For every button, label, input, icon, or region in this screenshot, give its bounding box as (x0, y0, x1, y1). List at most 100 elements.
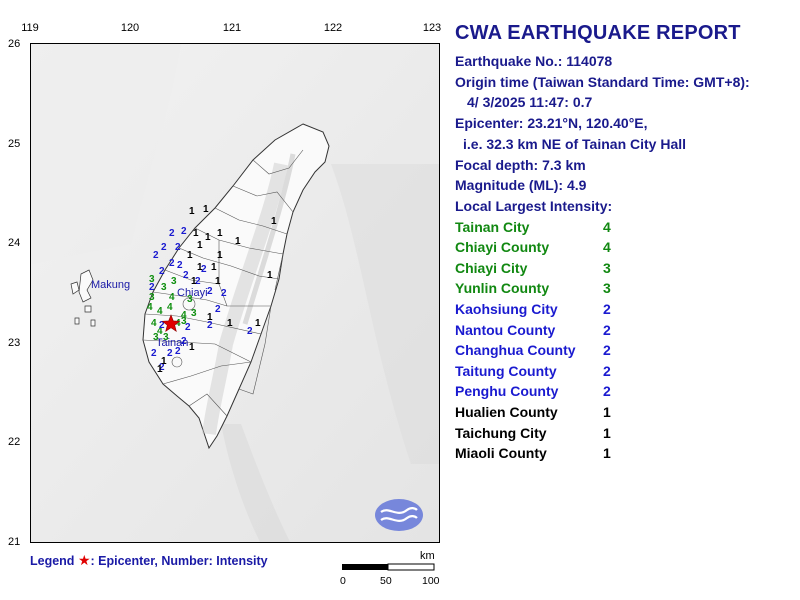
origin-time-label: Origin time (Taiwan Standard Time: GMT+8… (455, 73, 750, 90)
station-intensity: 1 (227, 318, 233, 329)
intensity-value: 2 (603, 301, 611, 317)
scale-segment-white (387, 563, 435, 571)
station-intensity: 2 (161, 242, 167, 253)
station-intensity: 3 (181, 316, 187, 327)
intensity-row: Taitung County 2 (455, 361, 795, 382)
station-intensity: 1 (217, 250, 223, 261)
intensity-row: Chiayi City 3 (455, 258, 795, 279)
epicenter-coords: Epicenter: 23.21°N, 120.40°E, (455, 115, 648, 132)
county-boundaries (142, 149, 304, 417)
station-intensity: 2 (221, 288, 227, 299)
legend-prefix: Legend (30, 554, 75, 568)
station-intensity: 1 (271, 216, 277, 227)
intensity-value: 3 (603, 280, 611, 297)
station-intensity: 2 (151, 348, 157, 359)
seafloor-shade (331, 164, 439, 464)
station-intensity: 1 (161, 356, 167, 367)
earthquake-number: Earthquake No.: 114078 (455, 53, 613, 69)
intensity-region-name: Taichung City (455, 424, 547, 441)
intensity-region-name: Chiayi City (455, 259, 528, 276)
legend-star-icon: ★ (77, 552, 91, 568)
epicenter-description: i.e. 32.3 km NE of Tainan City Hall (463, 135, 687, 152)
station-intensity: 1 (187, 250, 193, 261)
station-intensity: 2 (195, 276, 201, 287)
intensity-region-name: Chiayi County (455, 239, 550, 256)
intensity-list: Tainan City 4 Chiayi County 4 Chiayi City 3 Yu… (455, 217, 795, 464)
scale-segment-black (342, 564, 388, 570)
lat-tick: 21 (8, 536, 21, 548)
place-label-makung: Makung (91, 279, 130, 291)
station-intensity: 1 (255, 318, 261, 329)
station-intensity: 3 (153, 332, 159, 343)
intensity-value: 3 (603, 259, 611, 276)
scale-bar: km 0 50 100 (340, 550, 440, 587)
station-intensity: 1 (203, 204, 209, 215)
strait-shade (31, 44, 181, 264)
intensity-value: 1 (603, 445, 611, 462)
station-intensity: 1 (193, 228, 199, 239)
station-intensity: 4 (147, 302, 153, 313)
station-intensity: 3 (191, 308, 197, 319)
scale-label: 100 (422, 575, 440, 587)
scale-label: 0 (340, 575, 346, 587)
legend-text: : Epicenter, Number: Intensity (90, 554, 268, 568)
station-intensity: 1 (235, 236, 241, 247)
station-intensity: 2 (175, 346, 181, 357)
station-intensity: 2 (247, 326, 253, 337)
station-intensity: 1 (191, 276, 197, 287)
station-intensity: 2 (175, 242, 181, 253)
intensity-value: 2 (603, 321, 611, 338)
station-intensity: 2 (169, 228, 175, 239)
report-title: CWA EARTHQUAKE REPORT (455, 22, 741, 44)
intensity-region-name: Taitung County (455, 362, 557, 379)
intensity-value: 4 (603, 239, 611, 256)
focal-depth: Focal depth: 7.3 km (455, 156, 586, 173)
intensity-region-name: Hualien County (455, 403, 558, 420)
station-intensity: 4 (157, 306, 163, 317)
cwa-logo-icon (375, 499, 423, 531)
station-intensity: 3 (163, 332, 169, 343)
intensity-row: Yunlin County 3 (455, 278, 795, 299)
intensity-region-name: Nantou County (455, 321, 556, 338)
central-range-ridge (242, 153, 296, 325)
station-intensity: 2 (207, 320, 213, 331)
station-intensity: 2 (201, 264, 207, 275)
station-intensity: 1 (207, 312, 213, 323)
lon-tick: 120 (120, 22, 140, 34)
intensity-stations: 4 4 4 4 4 4 4 4 3 3 3 3 3 3 3 3 3 2 2 2 … (147, 204, 277, 375)
epicenter-star-icon[interactable] (161, 314, 181, 332)
lat-tick: 26 (8, 38, 21, 50)
station-intensity: 2 (159, 362, 165, 373)
intensity-row: Tainan City 4 (455, 217, 795, 238)
station-intensity: 3 (149, 274, 155, 285)
station-intensity: 2 (181, 336, 187, 347)
station-intensity: 2 (159, 320, 165, 331)
station-intensity: 2 (183, 270, 189, 281)
intensity-value: 4 (603, 218, 611, 235)
station-intensity: 2 (153, 250, 159, 261)
intensity-row: Penghu County 2 (455, 381, 795, 402)
station-intensity: 1 (267, 270, 273, 281)
intensity-heading: Local Largest Intensity: (455, 197, 613, 214)
station-intensity: 1 (215, 276, 221, 287)
station-intensity: 1 (189, 206, 195, 217)
place-label-tainan: Tainan (156, 337, 188, 349)
lat-tick: 23 (8, 337, 21, 349)
intensity-region-name: Kaohsiung City (455, 301, 558, 317)
station-intensity: 1 (189, 342, 195, 353)
station-intensity: 4 (157, 326, 163, 337)
central-range-relief (202, 162, 288, 435)
intensity-row: Miaoli County 1 (455, 443, 795, 464)
station-intensity: 4 (175, 318, 181, 329)
lon-tick: 122 (323, 22, 343, 34)
intensity-region-name: Miaoli County (455, 445, 547, 462)
scale-label: 50 (380, 575, 392, 587)
station-intensity: 2 (167, 348, 173, 359)
earthquake-map[interactable]: Makung Chiayi Tainan 4 4 4 4 4 4 4 4 3 3… (30, 43, 440, 543)
lat-tick: 24 (8, 237, 21, 249)
lon-tick: 121 (222, 22, 242, 34)
station-intensity: 4 (169, 292, 175, 303)
station-intensity: 2 (207, 286, 213, 297)
earthquake-report-panel: CWA EARTHQUAKE REPORT Earthquake No.: 11… (455, 22, 795, 464)
station-intensity: 2 (159, 266, 165, 277)
